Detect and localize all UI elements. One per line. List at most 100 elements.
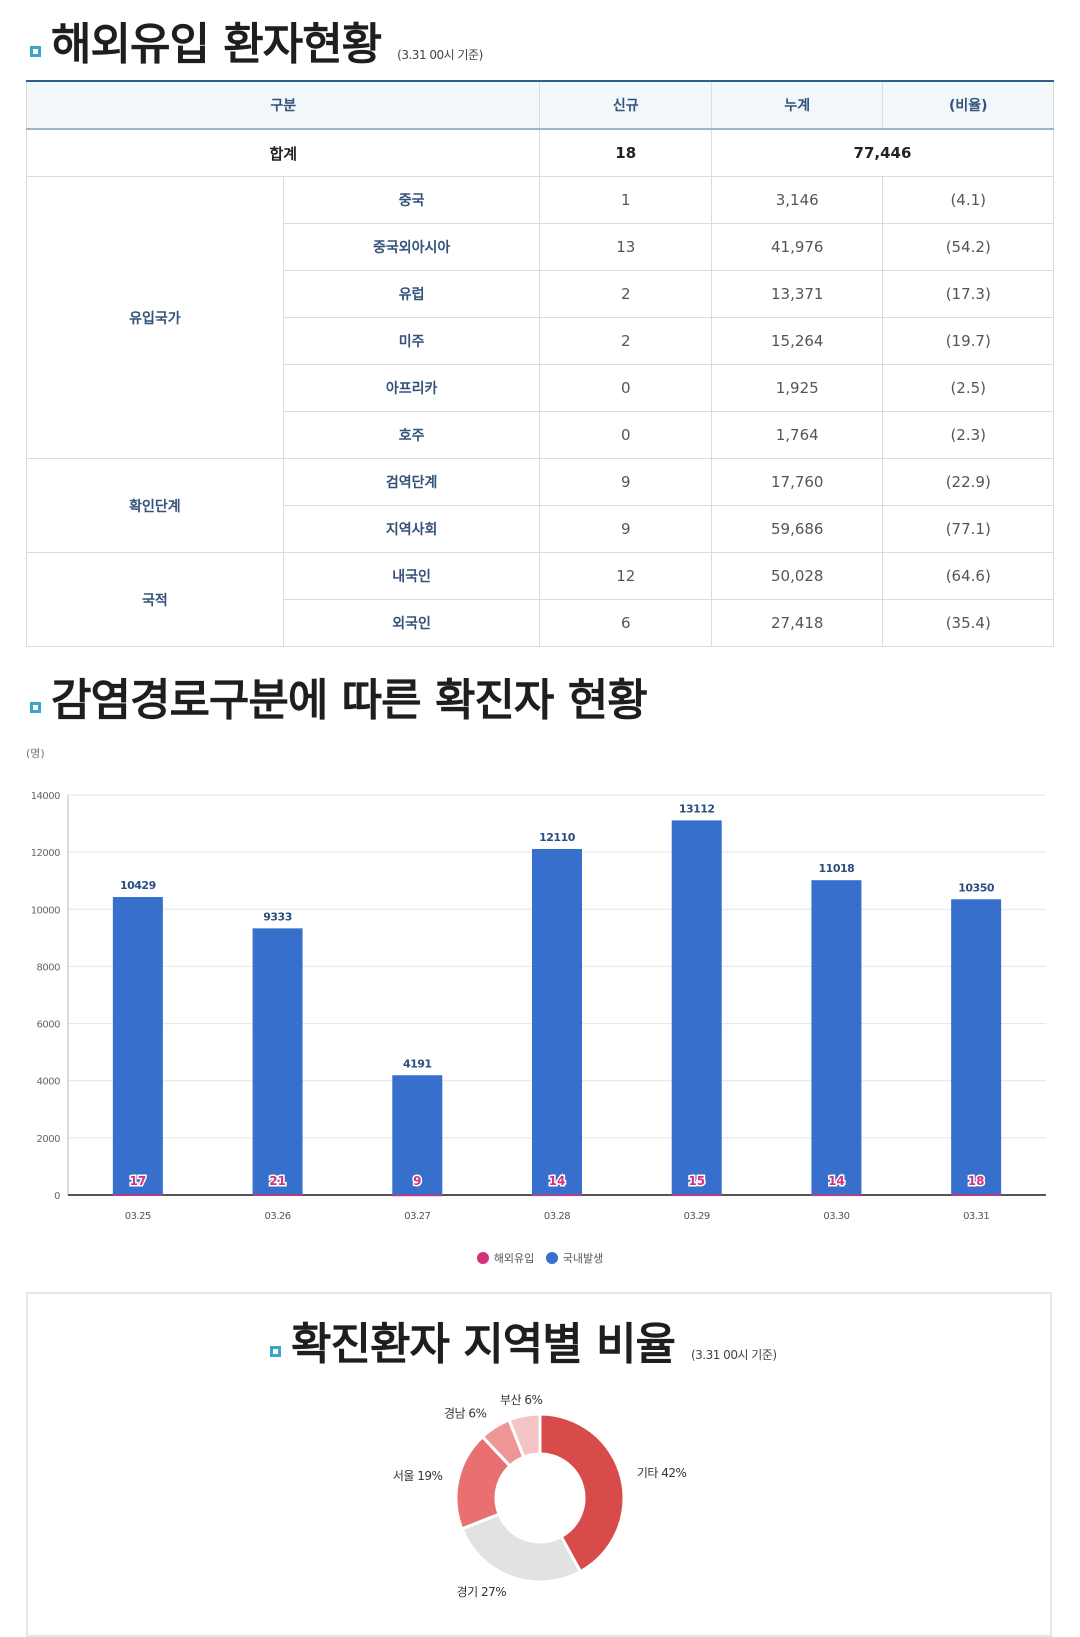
row-new: 6 <box>539 599 712 647</box>
bar-value-label: 11018 <box>819 862 855 875</box>
bar-domestic[interactable] <box>252 928 303 1195</box>
row-cumulative: 59,686 <box>710 505 884 553</box>
table-row: 외국인 6 27,418 (35.4) <box>27 599 1054 647</box>
bar-import[interactable] <box>112 1194 163 1197</box>
bar-value-label: 10350 <box>958 881 995 894</box>
row-new: 1 <box>539 176 712 224</box>
total-label: 합계 <box>25 128 541 177</box>
row-new: 9 <box>539 458 712 506</box>
bar-domestic[interactable] <box>532 849 582 1195</box>
table-row: 호주 0 1,764 (2.3) <box>27 411 1054 459</box>
import-value-label: 14 <box>549 1174 566 1188</box>
bar-domestic[interactable] <box>811 880 862 1195</box>
pie-slice[interactable] <box>538 1412 626 1574</box>
bar-import[interactable] <box>671 1194 722 1197</box>
bar-import[interactable] <box>392 1194 443 1197</box>
row-ratio: (77.1) <box>882 505 1054 553</box>
import-value-label: 17 <box>130 1174 147 1188</box>
row-cumulative: 15,264 <box>710 317 884 365</box>
region-donut-chart: 기타 42% 경기 27% 서울 19% 경남 6% 부산 6% <box>393 1393 687 1599</box>
table-row: 지역사회 9 59,686 (77.1) <box>27 505 1054 553</box>
x-tick-label: 03.28 <box>544 1211 570 1222</box>
import-note: (3.31 00시 기준) <box>397 48 483 62</box>
bar-value-label: 4191 <box>403 1057 432 1070</box>
route-bar-chart: 0 2000 4000 6000 8000 10000 12000 14000 10429 17 0… <box>31 791 1046 1222</box>
bar-import[interactable] <box>811 1194 862 1197</box>
x-tick-label: 03.30 <box>823 1211 849 1222</box>
x-tick-label: 03.27 <box>404 1211 430 1222</box>
legend-domestic-label: 국내발생 <box>562 1252 604 1265</box>
table-header-row: 구분 신규 누계 (비율) <box>25 80 1054 130</box>
pie-slice-label: 경기 27% <box>457 1585 507 1599</box>
table-row: 국적 내국인 12 50,028 (64.6) <box>26 552 1054 647</box>
row-ratio: (2.5) <box>882 364 1054 412</box>
y-tick-label: 8000 <box>37 962 61 973</box>
square-bullet-icon <box>30 702 41 713</box>
legend-item-domestic[interactable]: 국내발생 <box>545 1250 604 1266</box>
row-label: 외국인 <box>282 599 541 647</box>
row-new: 0 <box>539 411 712 459</box>
pie-slice[interactable] <box>507 1412 542 1460</box>
x-tick-label: 03.25 <box>125 1211 151 1222</box>
group-label: 확인단계 <box>26 458 284 553</box>
bar-domestic[interactable] <box>392 1075 443 1195</box>
bar-domestic[interactable] <box>951 899 1002 1195</box>
row-label: 호주 <box>282 411 541 459</box>
row-label: 중국외아시아 <box>282 223 541 271</box>
table-row: 중국외아시아 13 41,976 (54.2) <box>27 223 1054 271</box>
x-tick-label: 03.26 <box>265 1211 291 1222</box>
y-tick-label: 0 <box>54 1191 60 1202</box>
row-label: 미주 <box>282 317 541 365</box>
bar-value-label: 13112 <box>679 802 715 815</box>
y-tick-label: 12000 <box>31 848 60 859</box>
x-tick-label: 03.29 <box>684 1211 710 1222</box>
chart-unit-label: (명) <box>26 747 45 760</box>
pie-slice[interactable] <box>459 1512 583 1584</box>
row-ratio: (54.2) <box>882 223 1054 271</box>
bar-domestic[interactable] <box>112 897 163 1195</box>
section-title-route: 감염경로구분에 따른 확진자 현황 <box>30 664 648 728</box>
import-value-label: 9 <box>413 1174 421 1188</box>
import-value-label: 21 <box>269 1174 286 1188</box>
bar-domestic[interactable] <box>671 820 722 1195</box>
import-value-label: 15 <box>688 1174 705 1188</box>
row-cumulative: 41,976 <box>710 223 884 271</box>
pie-slice-label: 기타 42% <box>637 1466 687 1480</box>
group-label: 유입국가 <box>26 176 284 459</box>
legend-import-marker-icon <box>476 1252 489 1264</box>
y-tick-label: 2000 <box>37 1134 61 1145</box>
row-ratio: (2.3) <box>882 411 1054 459</box>
row-ratio: (17.3) <box>882 270 1054 318</box>
row-new: 9 <box>539 505 712 553</box>
header-cumulative: 누계 <box>710 80 884 130</box>
table-row: 확인단계 검역단계 9 17,760 (22.9) <box>26 458 1054 553</box>
row-new: 13 <box>539 223 712 271</box>
row-cumulative: 27,418 <box>710 599 884 647</box>
row-label: 유럽 <box>282 270 541 318</box>
total-new: 18 <box>539 128 712 177</box>
square-bullet-icon <box>30 46 41 57</box>
legend-item-import[interactable]: 해외유입 <box>476 1250 535 1266</box>
row-cumulative: 13,371 <box>710 270 884 318</box>
region-title: 확진환자 지역별 비율 <box>291 1319 676 1370</box>
import-table: 구분 신규 누계 (비율) 합계 18 77,446 유입국가 중국 1 3,1… <box>25 80 1055 647</box>
row-cumulative: 3,146 <box>710 176 884 224</box>
y-tick-label: 10000 <box>31 905 60 916</box>
x-tick-label: 03.31 <box>963 1211 989 1222</box>
section-title-region: 확진환자 지역별 비율 (3.31 00시 기준) <box>270 1308 777 1372</box>
bar-import[interactable] <box>532 1194 582 1197</box>
row-new: 2 <box>539 270 712 318</box>
bar-import[interactable] <box>951 1194 1002 1196</box>
pie-slice-label: 경남 6% <box>444 1407 487 1421</box>
header-ratio: (비율) <box>882 80 1054 130</box>
row-ratio: (19.7) <box>882 317 1054 365</box>
bar-import[interactable] <box>252 1194 303 1196</box>
table-row: 미주 2 15,264 (19.7) <box>27 317 1054 365</box>
table-row: 유럽 2 13,371 (17.3) <box>27 270 1054 318</box>
legend-import-label: 해외유입 <box>493 1252 535 1265</box>
chart-legend: 해외유입 국내발생 <box>0 1250 1080 1267</box>
legend-domestic-marker-icon <box>545 1252 558 1264</box>
row-new: 12 <box>539 552 712 600</box>
row-label: 내국인 <box>282 552 541 600</box>
row-ratio: (22.9) <box>882 458 1054 506</box>
